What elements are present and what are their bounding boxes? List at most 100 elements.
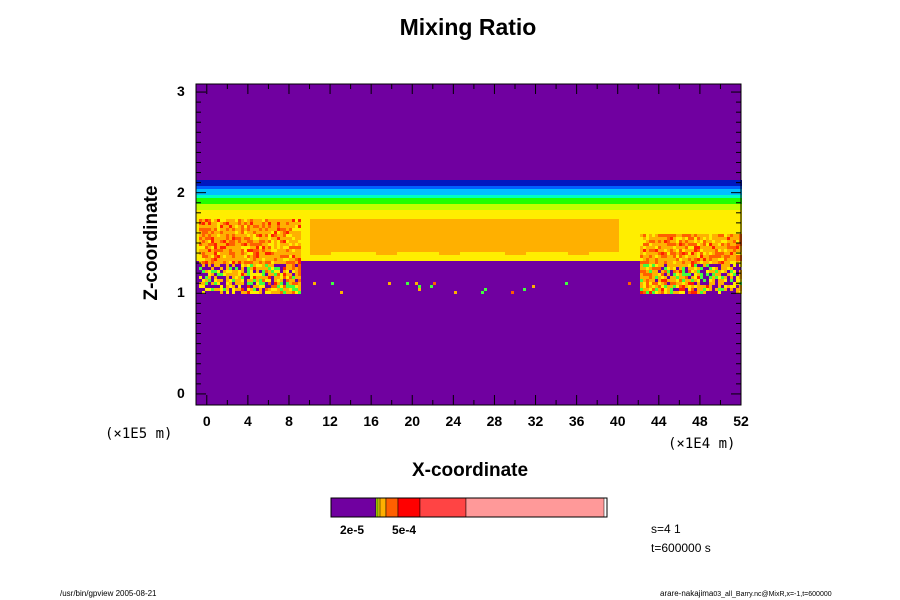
field-cell bbox=[577, 234, 580, 237]
field-cell bbox=[262, 186, 265, 189]
field-cell bbox=[544, 237, 547, 240]
field-cell bbox=[532, 192, 535, 195]
field-cell bbox=[454, 180, 457, 183]
field-cell bbox=[205, 207, 208, 210]
field-cell bbox=[571, 210, 574, 213]
field-cell bbox=[688, 225, 691, 228]
field-cell bbox=[673, 213, 676, 216]
field-cell bbox=[709, 195, 712, 198]
field-cell bbox=[448, 204, 451, 207]
field-cell bbox=[670, 222, 673, 225]
field-cell bbox=[715, 186, 718, 189]
field-cell bbox=[301, 255, 304, 258]
field-cell bbox=[571, 207, 574, 210]
field-cell bbox=[376, 201, 379, 204]
field-cell bbox=[655, 189, 658, 192]
field-cell bbox=[517, 246, 520, 249]
field-cell bbox=[658, 237, 661, 240]
field-cell bbox=[490, 258, 493, 261]
field-cell bbox=[256, 246, 259, 249]
field-cell bbox=[628, 255, 631, 258]
field-cell bbox=[304, 189, 307, 192]
field-cell bbox=[706, 246, 709, 249]
field-cell bbox=[289, 255, 292, 258]
field-cell bbox=[451, 240, 454, 243]
field-cell bbox=[310, 180, 313, 183]
field-cell bbox=[424, 246, 427, 249]
field-cell bbox=[322, 219, 325, 222]
field-cell bbox=[655, 192, 658, 195]
field-cell bbox=[442, 183, 445, 186]
field-cell bbox=[220, 243, 223, 246]
field-cell bbox=[478, 183, 481, 186]
field-cell bbox=[229, 183, 232, 186]
field-cell bbox=[382, 180, 385, 183]
field-cell bbox=[685, 192, 688, 195]
field-cell bbox=[253, 246, 256, 249]
field-cell bbox=[469, 246, 472, 249]
field-cell bbox=[376, 228, 379, 231]
field-cell bbox=[349, 249, 352, 252]
field-cell bbox=[292, 249, 295, 252]
field-cell bbox=[517, 216, 520, 219]
field-cell bbox=[346, 249, 349, 252]
field-cell bbox=[643, 225, 646, 228]
field-cell bbox=[268, 195, 271, 198]
field-cell bbox=[202, 225, 205, 228]
field-cell bbox=[697, 222, 700, 225]
field-cell bbox=[319, 231, 322, 234]
field-cell bbox=[547, 189, 550, 192]
field-cell bbox=[679, 252, 682, 255]
field-cell bbox=[406, 192, 409, 195]
field-cell bbox=[544, 225, 547, 228]
field-cell bbox=[316, 243, 319, 246]
field-cell bbox=[364, 198, 367, 201]
field-cell bbox=[562, 246, 565, 249]
field-cell bbox=[400, 201, 403, 204]
field-cell bbox=[493, 234, 496, 237]
field-cell bbox=[259, 216, 262, 219]
field-cell bbox=[511, 258, 514, 261]
field-cell bbox=[367, 225, 370, 228]
field-cell bbox=[589, 219, 592, 222]
field-cell bbox=[613, 213, 616, 216]
field-cell bbox=[613, 207, 616, 210]
field-cell bbox=[703, 237, 706, 240]
field-cell bbox=[322, 228, 325, 231]
field-cell bbox=[286, 216, 289, 219]
field-cell bbox=[712, 204, 715, 207]
field-cell bbox=[418, 189, 421, 192]
field-cell bbox=[490, 219, 493, 222]
field-cell bbox=[391, 180, 394, 183]
field-cell bbox=[430, 243, 433, 246]
field-cell bbox=[556, 255, 559, 258]
field-cell bbox=[304, 180, 307, 183]
field-cell bbox=[337, 204, 340, 207]
field-cell bbox=[373, 222, 376, 225]
field-cell bbox=[358, 219, 361, 222]
field-cell bbox=[448, 246, 451, 249]
field-cell bbox=[682, 246, 685, 249]
field-cell bbox=[709, 207, 712, 210]
field-cell bbox=[484, 204, 487, 207]
field-cell bbox=[601, 213, 604, 216]
field-cell bbox=[559, 183, 562, 186]
field-cell bbox=[205, 222, 208, 225]
field-cell bbox=[505, 210, 508, 213]
field-cell bbox=[484, 249, 487, 252]
field-cell bbox=[295, 258, 298, 261]
field-cell bbox=[202, 228, 205, 231]
field-cell bbox=[475, 240, 478, 243]
field-cell bbox=[349, 192, 352, 195]
field-cell bbox=[256, 258, 259, 261]
field-cell bbox=[289, 186, 292, 189]
field-cell bbox=[685, 246, 688, 249]
field-cell bbox=[265, 234, 268, 237]
field-cell bbox=[235, 186, 238, 189]
field-cell bbox=[655, 240, 658, 243]
field-cell bbox=[505, 216, 508, 219]
field-cell bbox=[310, 204, 313, 207]
field-cell bbox=[238, 201, 241, 204]
field-cell bbox=[205, 255, 208, 258]
field-cell bbox=[538, 213, 541, 216]
